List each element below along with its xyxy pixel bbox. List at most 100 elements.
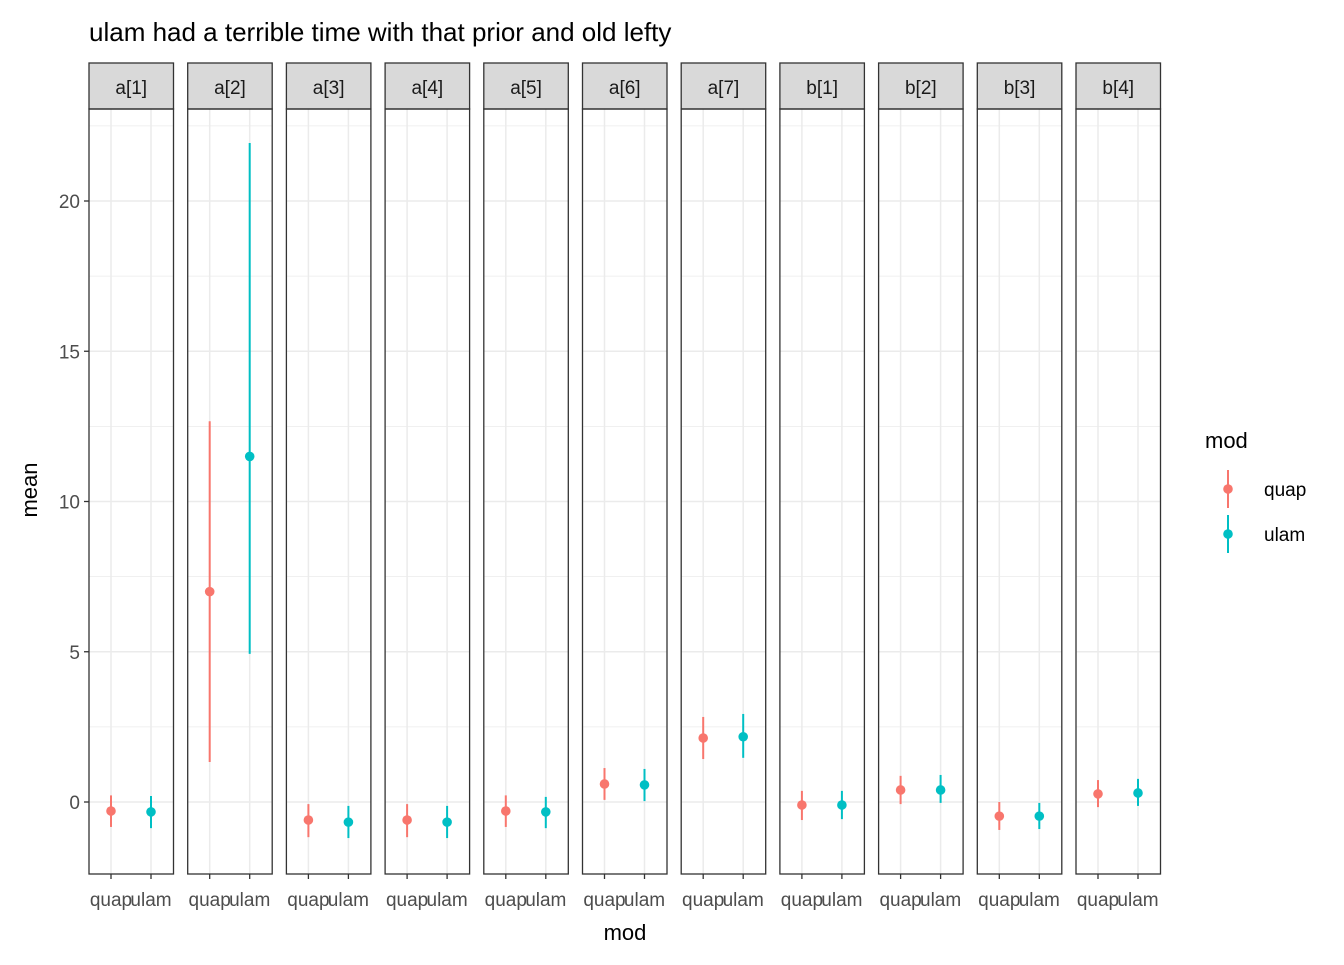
facet-strip-label: a[4] xyxy=(411,78,443,99)
panel-border xyxy=(976,108,1063,875)
x-tick-label: quap xyxy=(781,890,823,911)
x-tick-label: quap xyxy=(386,890,428,911)
point-ulam xyxy=(146,807,156,817)
point-ulam xyxy=(1133,788,1143,798)
y-tick-label: 10 xyxy=(59,493,80,514)
facet-strip xyxy=(285,62,372,110)
facet-strip-label: a[7] xyxy=(708,78,740,99)
panel-background xyxy=(977,109,1062,874)
facet-strip-label: a[3] xyxy=(313,78,345,99)
point-ulam xyxy=(442,817,452,827)
point-ulam xyxy=(541,807,551,817)
panel-background xyxy=(582,109,667,874)
facet-strip xyxy=(976,62,1063,110)
facet-strip-label: a[5] xyxy=(510,78,542,99)
facet-strip xyxy=(581,62,668,110)
point-quap xyxy=(599,779,610,789)
facet-strip xyxy=(877,62,964,110)
panel-border xyxy=(680,108,767,875)
x-tick-label: ulam xyxy=(427,890,468,911)
y-axis: 0 5 10 15 20 xyxy=(59,192,89,814)
x-tick-label: ulam xyxy=(920,890,961,911)
panel-background xyxy=(187,109,273,874)
x-tick-label: quap xyxy=(485,890,527,911)
point-ulam xyxy=(639,780,650,790)
panel-background xyxy=(779,109,865,874)
panel-background xyxy=(1076,109,1161,874)
x-tick-label: ulam xyxy=(229,890,270,911)
panel-border xyxy=(877,108,964,875)
facet-strip-label: b[2] xyxy=(905,78,937,99)
point-ulam xyxy=(244,451,255,462)
point-ulam xyxy=(738,731,748,742)
x-tick-label: quap xyxy=(879,890,921,911)
panel-border xyxy=(285,108,372,875)
panel-background xyxy=(878,109,964,874)
x-tick-label: quap xyxy=(189,890,231,911)
y-axis-title: mean xyxy=(17,462,42,517)
x-tick-label: quap xyxy=(978,890,1020,911)
x-tick-label: ulam xyxy=(1019,890,1060,911)
point-ulam xyxy=(343,817,354,827)
panel-background xyxy=(286,109,371,874)
y-tick-label: 20 xyxy=(59,192,80,213)
panel-border xyxy=(1075,108,1162,875)
point-quap xyxy=(895,785,906,795)
x-tick-label: ulam xyxy=(821,890,862,911)
panel-background xyxy=(483,109,569,874)
x-tick-label: ulam xyxy=(525,890,566,911)
legend-title: mod xyxy=(1205,428,1248,453)
facet-strip xyxy=(88,62,175,110)
point-quap xyxy=(106,806,116,816)
point-quap xyxy=(698,733,708,743)
y-tick-label: 15 xyxy=(59,342,80,363)
y-tick-label: 5 xyxy=(69,643,80,664)
panel-background xyxy=(385,109,470,874)
panel-border xyxy=(779,108,866,875)
legend-label: quap xyxy=(1264,480,1306,501)
facet-strip-label: b[4] xyxy=(1102,78,1134,99)
x-tick-label: quap xyxy=(682,890,724,911)
facet-strip-label: b[1] xyxy=(806,78,838,99)
x-tick-label: quap xyxy=(1077,890,1119,911)
point-quap xyxy=(1093,789,1103,799)
panel-border xyxy=(187,108,273,875)
facet-strip-label: a[6] xyxy=(609,78,641,99)
legend-key-point xyxy=(1223,529,1233,539)
point-quap xyxy=(402,815,412,825)
x-tick-label: ulam xyxy=(1117,890,1158,911)
facet-strip-label: a[2] xyxy=(214,78,246,99)
panel-background xyxy=(89,109,174,874)
legend-item-ulam: ulam xyxy=(1223,515,1305,553)
panel-border xyxy=(384,108,471,875)
chart-title: ulam had a terrible time with that prior… xyxy=(89,17,671,47)
facet-strip xyxy=(779,62,866,110)
point-ulam xyxy=(1034,811,1045,821)
panel-border xyxy=(88,108,175,875)
x-tick-label: quap xyxy=(287,890,329,911)
panel-border xyxy=(581,108,668,875)
x-tick-label: ulam xyxy=(624,890,665,911)
legend-label: ulam xyxy=(1264,525,1305,546)
x-tick-label: ulam xyxy=(130,890,171,911)
facet-strip xyxy=(384,62,471,110)
legend: mod quap ulam xyxy=(1205,428,1306,553)
x-tick-label: quap xyxy=(583,890,625,911)
x-axis-title: mod xyxy=(604,920,647,945)
x-tick-label: ulam xyxy=(328,890,369,911)
facet-strip-label: b[3] xyxy=(1004,78,1036,99)
point-quap xyxy=(797,800,807,810)
x-tick-label: quap xyxy=(90,890,132,911)
legend-item-quap: quap xyxy=(1223,470,1306,508)
facet-panels: a[1]quapulama[2]quapulama[3]quapulama[4]… xyxy=(88,62,1162,911)
